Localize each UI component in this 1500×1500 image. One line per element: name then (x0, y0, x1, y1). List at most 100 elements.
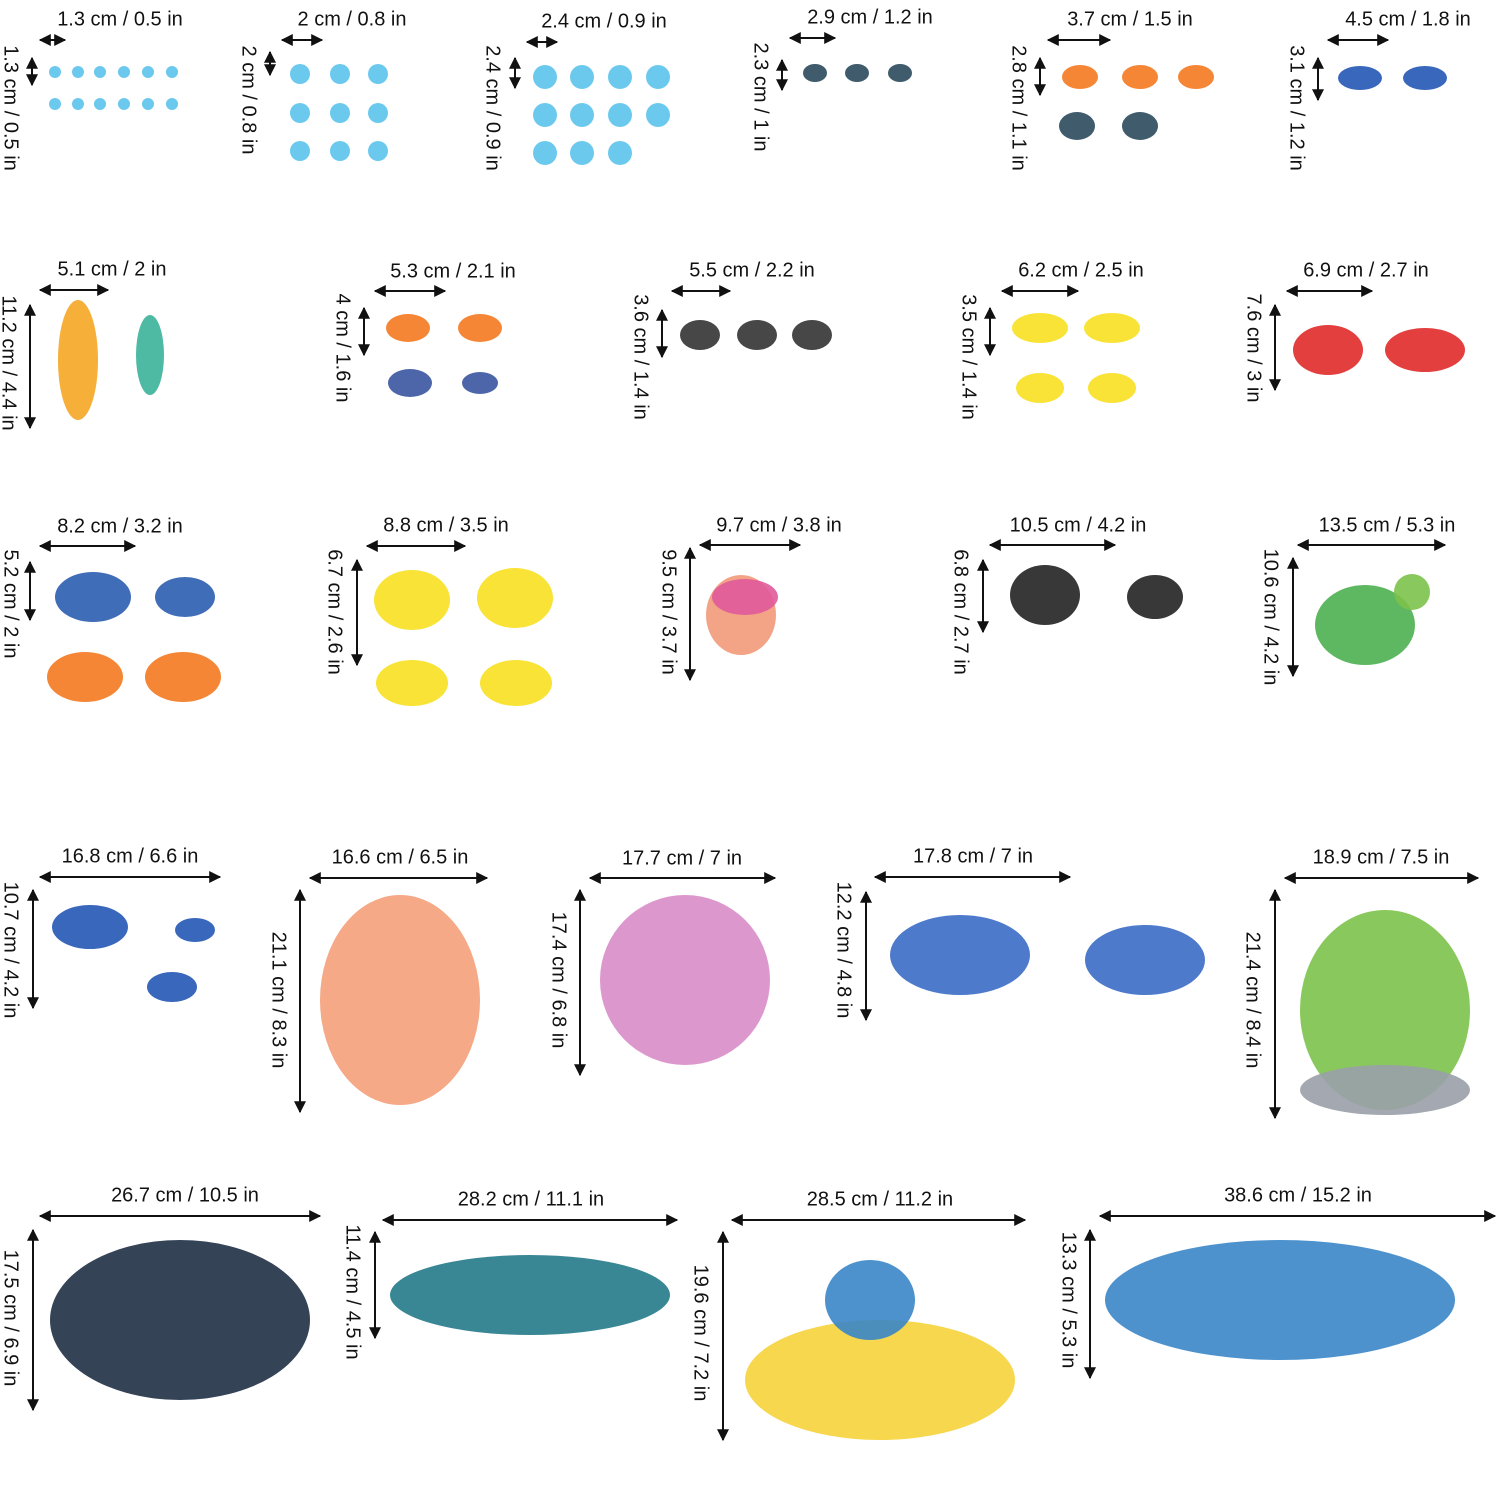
sticker (570, 65, 594, 89)
sticker (374, 570, 450, 630)
sticker (1085, 925, 1205, 995)
sticker (533, 103, 557, 127)
sticker (72, 98, 84, 110)
height-label: 1.3 cm / 0.5 in (0, 45, 22, 171)
sticker (803, 64, 827, 82)
sticker (50, 1240, 310, 1400)
height-label: 11.4 cm / 4.5 in (342, 1224, 364, 1359)
sticker (1403, 66, 1447, 90)
sticker (368, 141, 388, 161)
sticker (388, 369, 432, 397)
width-label: 9.7 cm / 3.8 in (716, 514, 842, 536)
height-label: 2.4 cm / 0.9 in (482, 45, 504, 171)
sticker (72, 66, 84, 78)
width-label: 28.5 cm / 11.2 in (807, 1188, 953, 1210)
sticker (118, 66, 130, 78)
width-label: 5.1 cm / 2 in (58, 258, 167, 280)
width-label: 8.8 cm / 3.5 in (383, 514, 509, 536)
sticker (845, 64, 869, 82)
sticker (147, 972, 197, 1002)
width-label: 13.5 cm / 5.3 in (1319, 514, 1456, 536)
sticker (166, 66, 178, 78)
sticker (142, 98, 154, 110)
width-label: 17.7 cm / 7 in (622, 847, 742, 869)
sticker (1300, 910, 1470, 1110)
width-label: 17.8 cm / 7 in (913, 845, 1033, 867)
sticker (533, 141, 557, 165)
height-label: 10.7 cm / 4.2 in (0, 882, 22, 1019)
sticker (1315, 585, 1415, 665)
width-label: 2.4 cm / 0.9 in (541, 10, 667, 32)
sticker (570, 103, 594, 127)
height-label: 12.2 cm / 4.8 in (833, 882, 855, 1019)
sticker (1385, 328, 1465, 372)
width-label: 10.5 cm / 4.2 in (1010, 514, 1147, 536)
sticker (1012, 313, 1068, 343)
height-label: 2 cm / 0.8 in (238, 46, 260, 155)
sticker (1016, 373, 1064, 403)
height-label: 21.1 cm / 8.3 in (268, 932, 290, 1069)
width-label: 5.5 cm / 2.2 in (689, 259, 815, 281)
sticker (49, 66, 61, 78)
height-label: 2.3 cm / 1 in (750, 43, 772, 152)
width-label: 16.6 cm / 6.5 in (332, 846, 469, 868)
sticker (320, 895, 480, 1105)
height-label: 3.5 cm / 1.4 in (958, 294, 980, 420)
sticker (166, 98, 178, 110)
sticker (1178, 65, 1214, 89)
sticker (58, 300, 98, 420)
sticker (368, 103, 388, 123)
height-label: 21.4 cm / 8.4 in (1242, 932, 1264, 1069)
height-label: 11.2 cm / 4.4 in (0, 295, 20, 430)
sticker (1394, 574, 1430, 610)
sticker (118, 98, 130, 110)
sticker (1084, 313, 1140, 343)
sticker (1300, 1065, 1470, 1115)
sticker (712, 579, 778, 615)
sticker (533, 65, 557, 89)
height-label: 17.4 cm / 6.8 in (548, 912, 570, 1049)
sticker (55, 572, 131, 622)
sticker (94, 66, 106, 78)
height-label: 6.7 cm / 2.6 in (324, 549, 346, 675)
sticker (792, 320, 832, 350)
height-label: 3.6 cm / 1.4 in (630, 294, 652, 420)
sticker (477, 568, 553, 628)
width-label: 6.2 cm / 2.5 in (1018, 259, 1144, 281)
sticker (175, 918, 215, 942)
sticker (145, 652, 221, 702)
sticker (368, 64, 388, 84)
sticker (1122, 112, 1158, 140)
height-label: 4 cm / 1.6 in (332, 294, 354, 403)
sticker (330, 141, 350, 161)
sticker (49, 98, 61, 110)
sticker (890, 915, 1030, 995)
width-label: 1.3 cm / 0.5 in (57, 8, 183, 30)
sticker (646, 65, 670, 89)
width-label: 8.2 cm / 3.2 in (57, 515, 183, 537)
sticker (94, 98, 106, 110)
width-label: 38.6 cm / 15.2 in (1224, 1184, 1372, 1206)
sticker (600, 895, 770, 1065)
height-label: 19.6 cm / 7.2 in (690, 1265, 712, 1402)
sticker (1088, 373, 1136, 403)
sticker (142, 66, 154, 78)
sticker (570, 141, 594, 165)
sticker (480, 660, 552, 706)
sticker (608, 65, 632, 89)
sticker (608, 141, 632, 165)
sticker (390, 1255, 670, 1335)
height-label: 7.6 cm / 3 in (1243, 294, 1265, 403)
sticker (155, 577, 215, 617)
sticker (47, 652, 123, 702)
height-label: 9.5 cm / 3.7 in (658, 549, 680, 675)
sticker (1122, 65, 1158, 89)
height-label: 6.8 cm / 2.7 in (950, 549, 972, 675)
width-label: 16.8 cm / 6.6 in (62, 845, 199, 867)
sticker (386, 314, 430, 342)
width-label: 28.2 cm / 11.1 in (458, 1188, 604, 1210)
sticker (376, 660, 448, 706)
sticker (330, 64, 350, 84)
sticker (1010, 565, 1080, 625)
